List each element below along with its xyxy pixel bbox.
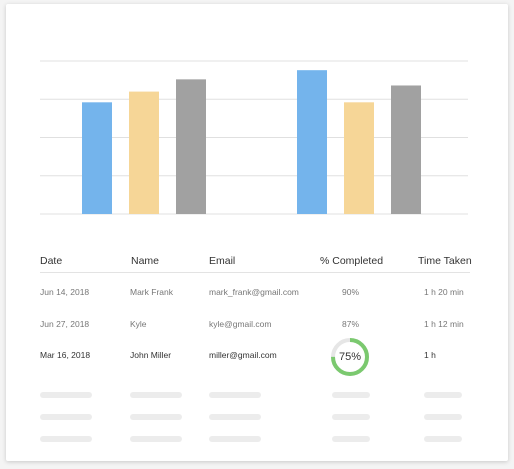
bar	[391, 85, 421, 214]
bar	[82, 102, 112, 214]
placeholder-bar	[332, 414, 370, 420]
placeholder-bar	[424, 392, 462, 398]
progress-ring-label: 75%	[338, 351, 362, 363]
cell-name: Mark Frank	[130, 287, 173, 297]
placeholder-bar	[209, 392, 261, 398]
placeholder-bar	[130, 392, 182, 398]
table-row[interactable]: Jun 14, 2018 Mark Frank mark_frank@gmail…	[40, 287, 472, 305]
cell-time-taken: 1 h 20 min	[424, 287, 464, 297]
placeholder-bar	[40, 436, 92, 442]
cell-date: Mar 16, 2018	[40, 350, 91, 360]
header-completed: % Completed	[320, 255, 384, 267]
progress-ring: 75%	[330, 337, 370, 377]
placeholder-bar	[130, 436, 182, 442]
placeholder-bar	[424, 436, 462, 442]
cell-time-taken: 1 h	[424, 350, 436, 360]
table-row[interactable]: Mar 16, 2018 John Miller miller@gmail.co…	[40, 338, 472, 376]
bar	[176, 79, 206, 214]
cell-completed: 90%	[342, 287, 360, 297]
cell-email: miller@gmail.com	[209, 350, 277, 360]
placeholder-bar	[130, 414, 182, 420]
cell-time-taken: 1 h 12 min	[424, 319, 464, 329]
cell-email: kyle@gmail.com	[209, 319, 272, 329]
progress-ring-fill	[331, 338, 369, 376]
bar-chart	[40, 60, 468, 215]
report-card: Date Name Email % Completed Time Taken J…	[6, 4, 508, 461]
cell-email: mark_frank@gmail.com	[209, 287, 299, 297]
chart-bars	[82, 70, 421, 215]
bar	[297, 70, 327, 215]
placeholder-bar	[40, 414, 92, 420]
placeholder-bar	[424, 414, 462, 420]
placeholder-bar	[332, 436, 370, 442]
bar	[344, 102, 374, 214]
cell-date: Jun 14, 2018	[40, 287, 90, 297]
header-name: Name	[131, 255, 160, 267]
placeholder-bar	[209, 414, 261, 420]
bar	[129, 91, 159, 214]
placeholder-bar	[209, 436, 261, 442]
cell-date: Jun 27, 2018	[40, 319, 90, 329]
header-email: Email	[209, 255, 236, 267]
table-header: Date Name Email % Completed Time Taken	[40, 255, 472, 271]
placeholder-bar	[40, 392, 92, 398]
cell-completed: 87%	[342, 319, 360, 329]
header-date: Date	[40, 255, 63, 267]
table-row[interactable]: Jun 27, 2018 Kyle kyle@gmail.com 87% 1 h…	[40, 319, 472, 337]
header-divider	[40, 272, 470, 273]
cell-name: Kyle	[130, 319, 147, 329]
placeholder-bar	[332, 392, 370, 398]
header-time-taken: Time Taken	[418, 255, 472, 267]
cell-name: John Miller	[130, 350, 172, 360]
